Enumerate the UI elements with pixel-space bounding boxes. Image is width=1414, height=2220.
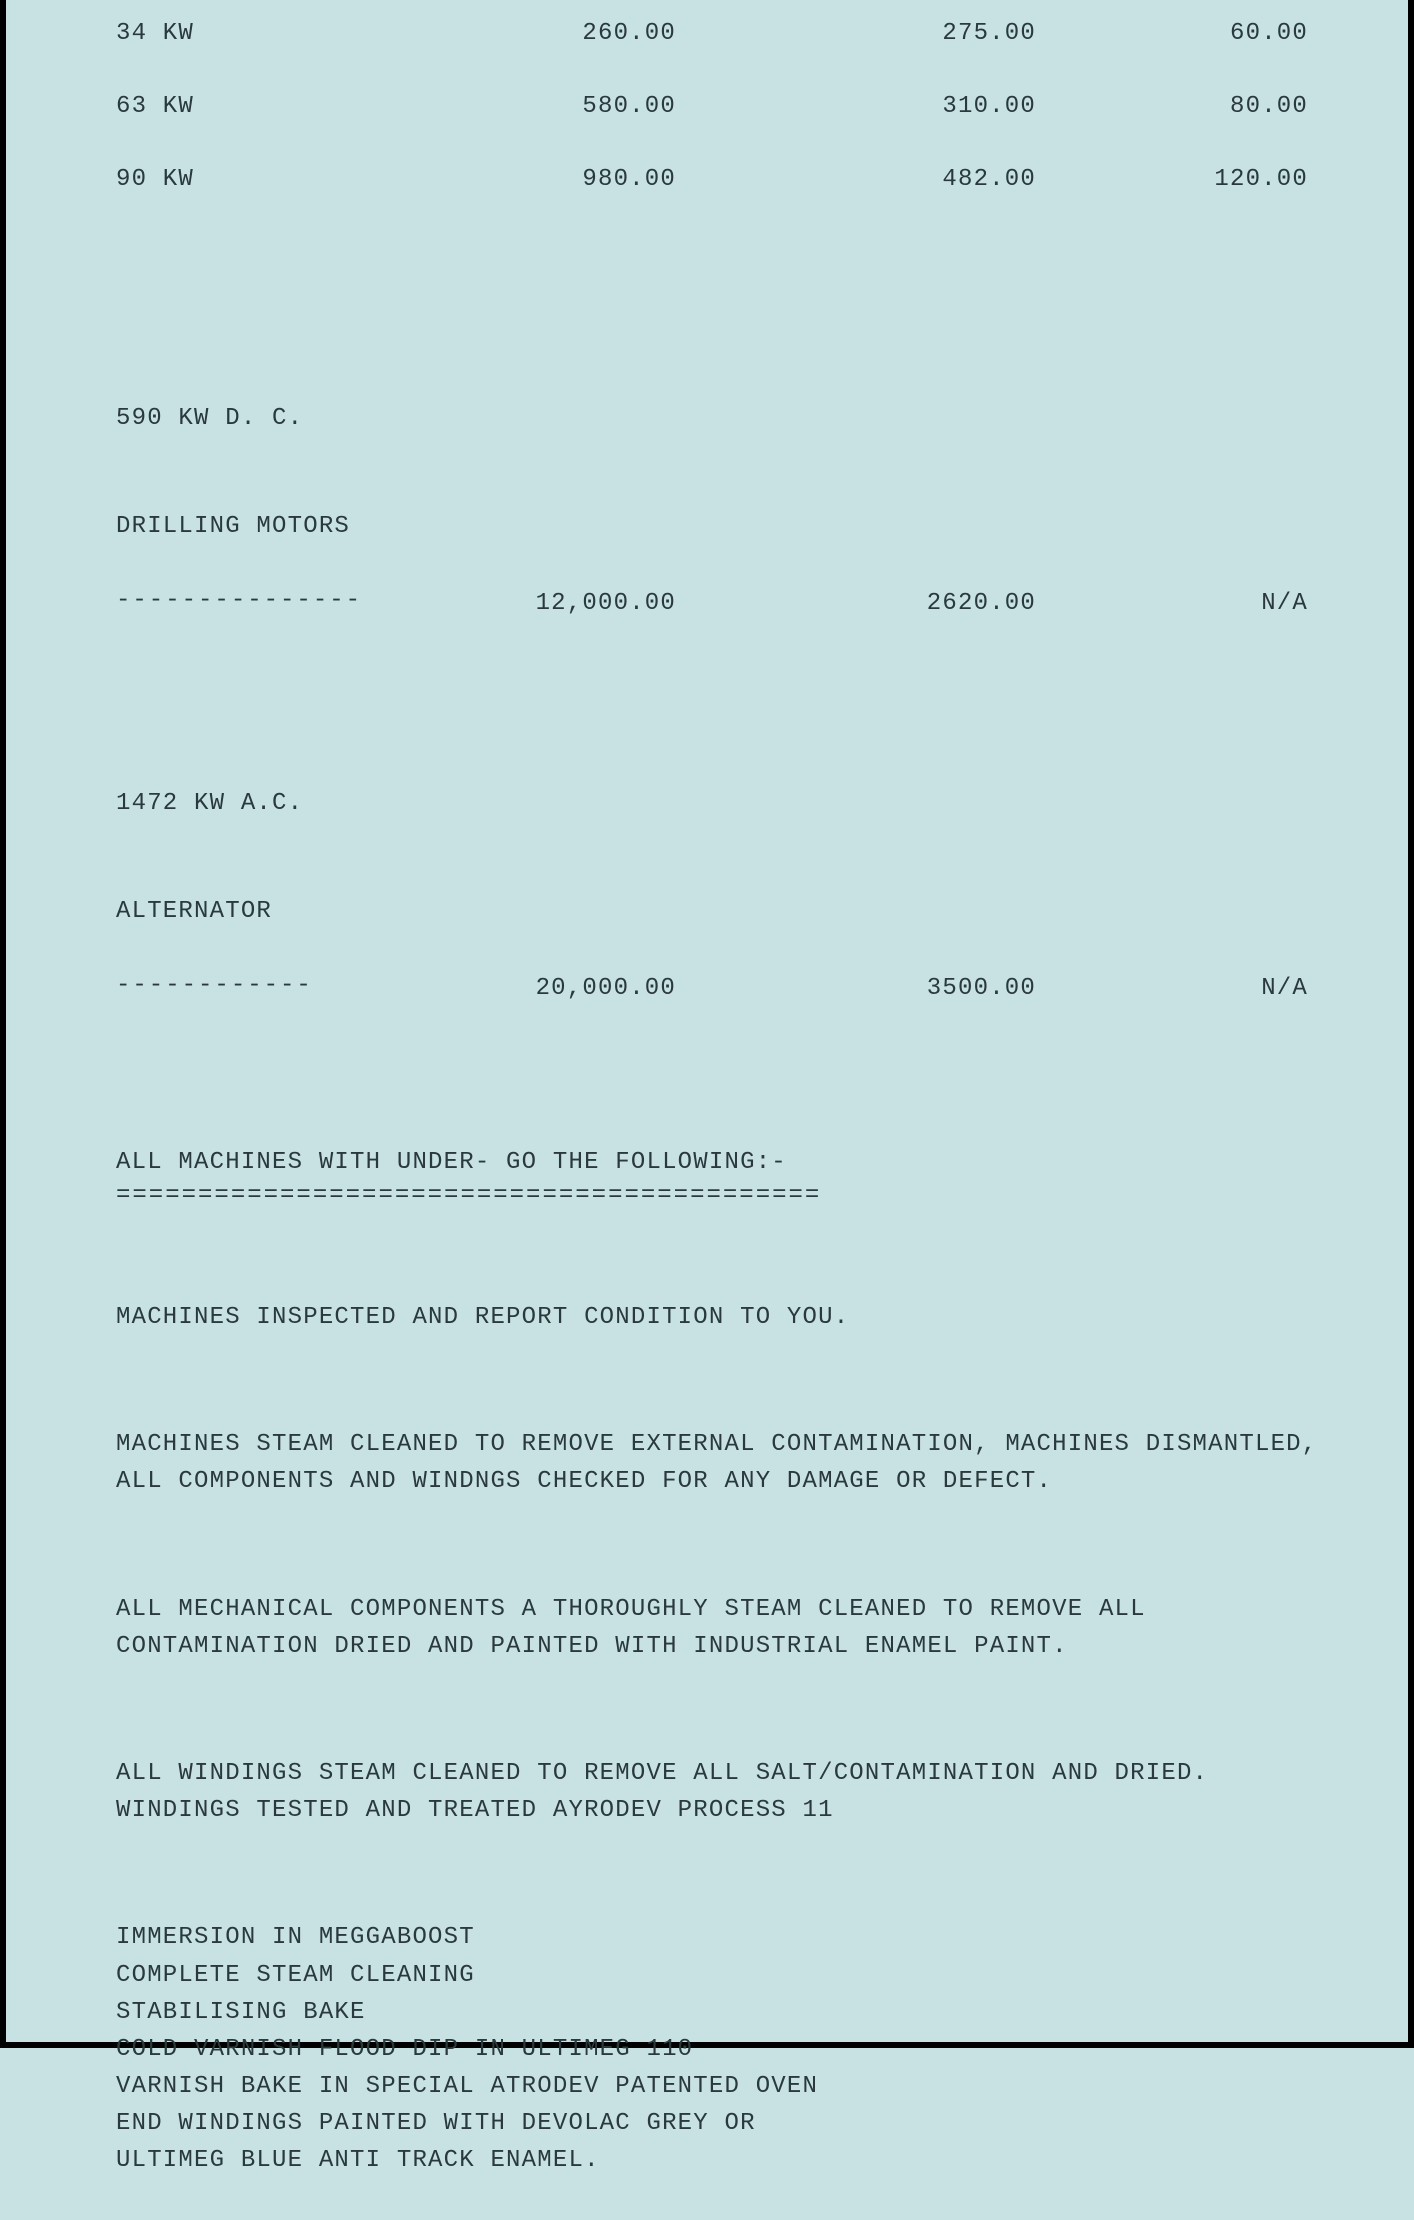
cell-value: 120.00 <box>1096 166 1338 193</box>
cell-label-line: 590 KW D. C. <box>116 401 376 437</box>
paragraph: ALL MECHANICAL COMPONENTS A THOROUGHLY S… <box>116 1591 1338 1665</box>
cell-value: 310.00 <box>736 93 1096 120</box>
cell-label: 63 KW <box>116 93 376 120</box>
cell-value: N/A <box>1096 975 1338 1002</box>
cell-value: 2620.00 <box>736 590 1096 617</box>
cell-value: 12,000.00 <box>376 590 736 617</box>
list-item: IMMERSION IN MEGGABOOST <box>116 1919 1338 1956</box>
cell-value: 275.00 <box>736 20 1096 47</box>
section-underline: ========================================… <box>116 1182 1338 1209</box>
paragraph: ALL WINDINGS STEAM CLEANED TO REMOVE ALL… <box>116 1755 1338 1829</box>
cell-value: 980.00 <box>376 166 736 193</box>
cell-label: 34 KW <box>116 20 376 47</box>
section-title: ALL MACHINES WITH UNDER- GO THE FOLLOWIN… <box>116 1149 1338 1176</box>
table-row: 1472 KW A.C. ALTERNATOR 20,000.00 3500.0… <box>116 714 1338 1002</box>
cell-value: N/A <box>1096 590 1338 617</box>
table-row: 90 KW 980.00 482.00 120.00 <box>116 166 1338 193</box>
process-list: IMMERSION IN MEGGABOOST COMPLETE STEAM C… <box>116 1919 1338 2179</box>
document-page: 34 KW 260.00 275.00 60.00 63 KW 580.00 3… <box>6 0 1408 2220</box>
table-row: 34 KW 260.00 275.00 60.00 <box>116 20 1338 47</box>
cell-label-line: 1472 KW A.C. <box>116 786 376 822</box>
list-item: COMPLETE STEAM CLEANING <box>116 1957 1338 1994</box>
cell-value: 80.00 <box>1096 93 1338 120</box>
cell-value: 482.00 <box>736 166 1096 193</box>
cell-label: 590 KW D. C. DRILLING MOTORS <box>116 329 376 617</box>
cell-label-line: DRILLING MOTORS <box>116 509 376 545</box>
cell-value: 260.00 <box>376 20 736 47</box>
list-item: COLD VARNISH FLOOD DIP IN ULTIMEG 110 <box>116 2031 1338 2068</box>
cell-value: 3500.00 <box>736 975 1096 1002</box>
list-item: STABILISING BAKE <box>116 1994 1338 2031</box>
table-row: 63 KW 580.00 310.00 80.00 <box>116 93 1338 120</box>
cell-label: 90 KW <box>116 166 376 193</box>
cell-value: 580.00 <box>376 93 736 120</box>
cell-label-line: ALTERNATOR <box>116 894 376 930</box>
list-item: END WINDINGS PAINTED WITH DEVOLAC GREY O… <box>116 2105 1338 2142</box>
paragraph: MACHINES STEAM CLEANED TO REMOVE EXTERNA… <box>116 1426 1338 1500</box>
paragraph: MACHINES INSPECTED AND REPORT CONDITION … <box>116 1299 1338 1336</box>
list-item: VARNISH BAKE IN SPECIAL ATRODEV PATENTED… <box>116 2068 1338 2105</box>
table-row: 590 KW D. C. DRILLING MOTORS 12,000.00 2… <box>116 329 1338 617</box>
cell-value: 20,000.00 <box>376 975 736 1002</box>
cell-label: 1472 KW A.C. ALTERNATOR <box>116 714 376 1002</box>
cell-value: 60.00 <box>1096 20 1338 47</box>
list-item: ULTIMEG BLUE ANTI TRACK ENAMEL. <box>116 2142 1338 2179</box>
